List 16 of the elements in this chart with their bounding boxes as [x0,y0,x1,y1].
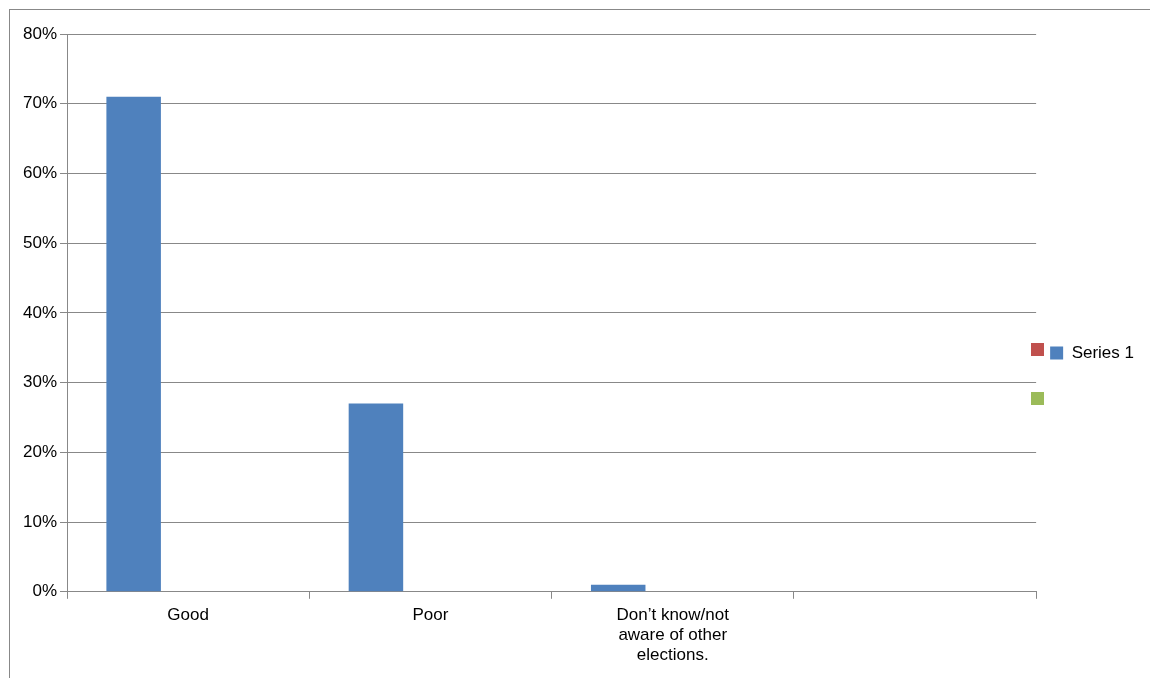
bar [348,403,404,592]
x-tick-label: Don’t know/not aware of other elections. [616,604,730,665]
y-tick-label: 30% [22,372,58,392]
y-tick-label: 20% [22,442,58,462]
y-tick-label: 10% [22,511,58,531]
y-tick-label: 70% [22,93,58,113]
x-tick-label: Poor [412,604,449,624]
y-tick-label: 80% [22,23,58,43]
legend-label: Series 1 [1071,342,1135,362]
bar [590,584,646,592]
y-tick-label: 40% [22,302,58,322]
y-tick-label: 60% [22,163,58,183]
y-tick-label: 0% [32,581,58,601]
y-tick-label: 50% [22,232,58,252]
bar [106,96,161,592]
x-tick-label: Good [167,604,209,624]
